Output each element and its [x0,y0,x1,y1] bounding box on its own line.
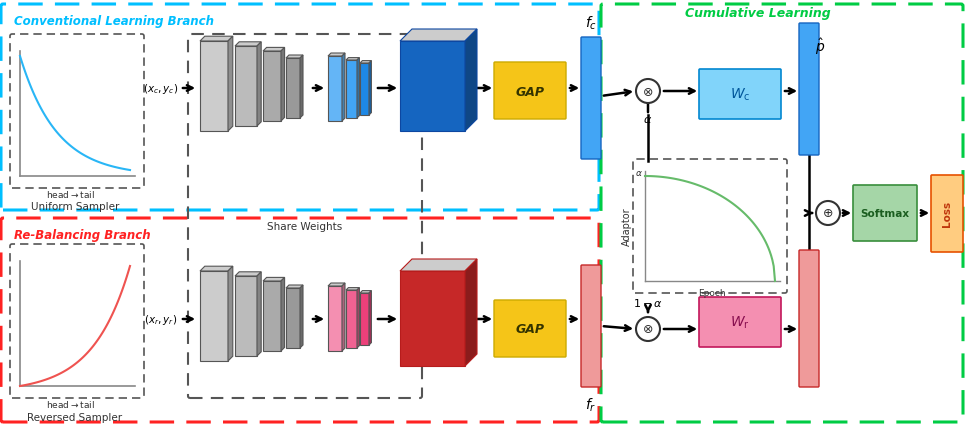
Polygon shape [465,259,477,366]
Polygon shape [200,42,228,132]
Polygon shape [235,47,257,127]
Polygon shape [200,267,233,271]
Text: $\alpha$: $\alpha$ [635,169,643,178]
FancyBboxPatch shape [494,63,566,120]
Text: $W_\mathrm{r}$: $W_\mathrm{r}$ [730,314,750,331]
Text: Epoch: Epoch [698,288,726,297]
Polygon shape [228,37,233,132]
Text: $f_c$: $f_c$ [585,14,597,32]
FancyBboxPatch shape [853,186,917,242]
Polygon shape [300,56,303,119]
Polygon shape [281,278,284,351]
Text: $1-\alpha$: $1-\alpha$ [633,296,663,308]
Polygon shape [369,61,371,116]
Polygon shape [281,48,284,122]
FancyBboxPatch shape [799,24,819,155]
Text: ⊕: ⊕ [823,207,833,220]
Text: GAP: GAP [515,85,544,98]
FancyBboxPatch shape [494,300,566,357]
Polygon shape [400,271,465,366]
Polygon shape [286,56,303,59]
Polygon shape [263,48,284,52]
Text: $\alpha$: $\alpha$ [644,115,653,125]
Polygon shape [400,30,477,42]
Text: $\hat{p}$: $\hat{p}$ [815,37,825,57]
Text: Reversed Sampler: Reversed Sampler [27,412,123,422]
Polygon shape [235,276,257,356]
Circle shape [816,201,840,225]
Text: head$\rightarrow$tail: head$\rightarrow$tail [46,398,94,409]
Polygon shape [200,271,228,361]
Polygon shape [357,288,359,348]
Polygon shape [346,290,357,348]
Polygon shape [263,278,284,281]
Polygon shape [328,54,345,57]
Polygon shape [360,61,371,64]
FancyBboxPatch shape [581,38,601,160]
Circle shape [636,317,660,341]
Polygon shape [328,286,342,351]
FancyBboxPatch shape [581,265,601,387]
Text: Softmax: Softmax [860,208,910,219]
FancyBboxPatch shape [931,176,963,253]
Polygon shape [200,37,233,42]
Text: Conventional Learning Branch: Conventional Learning Branch [14,15,214,28]
Polygon shape [360,294,369,345]
FancyBboxPatch shape [699,70,781,120]
Polygon shape [360,291,371,294]
Polygon shape [357,58,359,119]
Polygon shape [400,42,465,132]
Polygon shape [257,272,261,356]
Polygon shape [346,288,359,290]
Polygon shape [346,58,359,61]
Polygon shape [235,43,261,47]
Polygon shape [300,285,303,348]
Polygon shape [235,272,261,276]
Polygon shape [328,283,345,286]
Polygon shape [360,64,369,116]
Polygon shape [342,283,345,351]
Polygon shape [263,281,281,351]
Text: ⊗: ⊗ [643,323,654,336]
Polygon shape [286,59,300,119]
Text: Re-Balancing Branch: Re-Balancing Branch [14,228,151,242]
Text: $(x_c, y_c)$: $(x_c, y_c)$ [143,82,178,96]
Text: Share Weights: Share Weights [268,222,343,231]
Text: GAP: GAP [515,323,544,336]
Text: $f_r$: $f_r$ [585,396,597,413]
Circle shape [636,80,660,104]
Polygon shape [369,291,371,345]
Polygon shape [228,267,233,361]
Text: head$\rightarrow$tail: head$\rightarrow$tail [46,189,94,199]
Text: Cumulative Learning: Cumulative Learning [685,7,831,20]
Polygon shape [257,43,261,127]
Text: Adaptor: Adaptor [622,207,632,246]
Polygon shape [342,54,345,122]
Polygon shape [465,30,477,132]
Text: $W_\mathrm{c}$: $W_\mathrm{c}$ [730,86,750,103]
Polygon shape [286,288,300,348]
Text: ⊗: ⊗ [643,85,654,98]
Text: Uniform Sampler: Uniform Sampler [31,201,119,211]
Polygon shape [400,259,477,271]
FancyBboxPatch shape [799,250,819,387]
Text: $(x_r, y_r)$: $(x_r, y_r)$ [144,312,177,326]
Text: Loss: Loss [942,201,952,227]
Polygon shape [263,52,281,122]
Polygon shape [328,57,342,122]
Polygon shape [286,285,303,288]
Polygon shape [346,61,357,119]
FancyBboxPatch shape [699,297,781,347]
